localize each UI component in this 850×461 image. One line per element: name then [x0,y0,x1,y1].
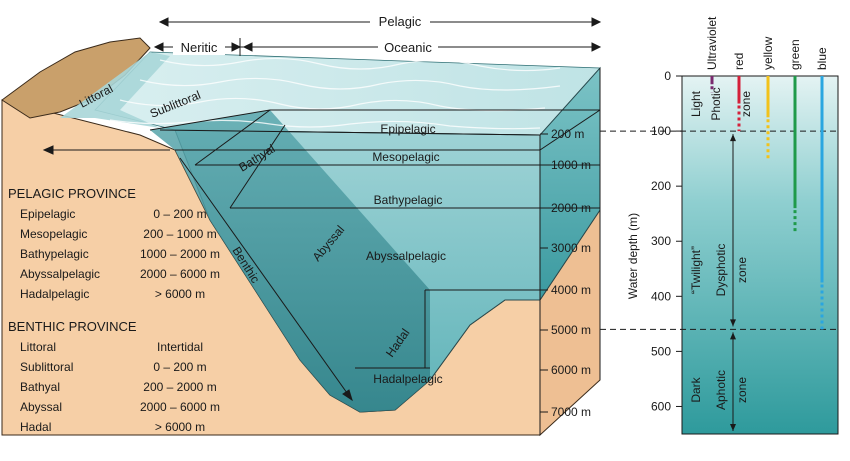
benthic-zone-name: Hadal [20,420,51,434]
benthic-zone-name: Bathyal [20,380,60,394]
mesopelagic-label: Mesopelagic [372,150,439,164]
zone-name-line1: Dysphotic [714,244,728,297]
light-chart-y-axis-label: Water depth (m) [626,213,640,299]
zone-label: Light [689,90,703,117]
zone-label: Dark [689,376,703,402]
depth-scale: 200 m 1000 m 2000 m 3000 m 4000 m 5000 m 6000 … [540,127,591,419]
pelagic-bg [370,13,430,29]
pelagic-zone-name: Mesopelagic [20,227,87,241]
oceanic-label: Oceanic [384,40,432,55]
pelagic-zone-range: 0 – 200 m [153,207,206,221]
light-chart-zone-labels: Light Photic zone “Twilight” Dysphotic zone Da… [689,87,753,431]
light-chart-column [681,75,839,435]
depth-tick-label: 5000 m [551,323,591,337]
y-tick-label: 400 [651,289,671,303]
wavelength-label-yellow: yellow [761,36,775,70]
epipelagic-label: Epipelagic [380,122,435,136]
zone-arrow-head [730,424,736,431]
pelagic-zone-name: Hadalpelagic [20,287,89,301]
oceanic-bg [378,39,438,55]
bathypelagic-label: Bathypelagic [374,193,443,207]
benthic-province-table: BENTHIC PROVINCE Littoral Intertidal Subli… [8,319,220,434]
benthic-zone-range: > 6000 m [155,420,205,434]
zone-lines [149,68,601,435]
pelagic-province-table: PELAGIC PROVINCE Epipelagic 0 – 200 m Meso… [8,186,220,301]
benthic-province-title: BENTHIC PROVINCE [8,319,137,334]
abyssalpelagic-label: Abyssalpelagic [366,249,446,263]
benthic-zone-name: Abyssal [20,400,62,414]
pelagic-zone-name: Bathypelagic [20,247,89,261]
wavelength-label-blue: blue [815,47,829,70]
depth-tick-label: 1000 m [551,158,591,172]
wavelength-label-ultraviolet: Ultraviolet [705,16,719,70]
benthic-zone-range: 0 – 200 m [153,360,206,374]
depth-tick-label: 7000 m [551,405,591,419]
light-chart-wavelength-bars: Ultraviolet red yellow green blue [705,16,829,330]
zone-name-line2: zone [735,257,749,283]
zone-name-line1: Photic [709,87,723,120]
depth-tick-label: 2000 m [551,201,591,215]
zone-arrow-head [730,319,736,327]
sea-surface [94,51,601,136]
zone-name-line2: zone [739,91,753,117]
zone-label: “Twilight” [689,246,703,294]
pelagic-label: Pelagic [379,14,422,29]
neritic-label: Neritic [181,40,218,55]
pelagic-zone-range: 1000 – 2000 m [140,247,220,261]
slope-arrows [42,145,353,402]
neritic-bg [173,39,225,55]
depth-tick-label: 6000 m [551,363,591,377]
zone-name-line2: zone [735,377,749,403]
shelf-strip [60,52,170,128]
pelagic-zone-name: Abyssalpelagic [20,267,100,281]
benthic-zone-range: 2000 – 6000 m [140,400,220,414]
depth-tick-label: 3000 m [551,241,591,255]
trench-slope [150,110,430,412]
wavelength-label-green: green [788,39,802,70]
benthic-zone-range: 200 – 2000 m [143,380,216,394]
zone-arrow-head [730,332,736,340]
pelagic-zone-name: Epipelagic [20,207,75,221]
pelagic-zone-range: 200 – 1000 m [143,227,216,241]
hadalpelagic-label: Hadalpelagic [373,372,442,386]
zone-arrow-head [730,134,736,142]
pelagic-province-title: PELAGIC PROVINCE [8,186,136,201]
depth-tick-label: 4000 m [551,283,591,297]
block-diagram [1,37,601,437]
y-tick-label: 200 [651,179,671,193]
benthic-zone-range: Intertidal [157,340,203,354]
y-tick-label: 0 [664,69,671,83]
depth-tick-label: 200 m [551,127,584,141]
y-tick-label: 600 [651,399,671,413]
wavelength-label-red: red [732,53,746,70]
benthic-zone-name: Sublittoral [20,360,73,374]
y-tick-label: 300 [651,234,671,248]
pelagic-zone-range: 2000 – 6000 m [140,267,220,281]
benthic-zone-name: Littoral [20,340,56,354]
land-hill-top [1,37,151,119]
surface-waves [109,57,561,130]
y-tick-label: 500 [651,344,671,358]
pelagic-zone-range: > 6000 m [155,287,205,301]
zone-name-line1: Aphotic [714,370,728,410]
